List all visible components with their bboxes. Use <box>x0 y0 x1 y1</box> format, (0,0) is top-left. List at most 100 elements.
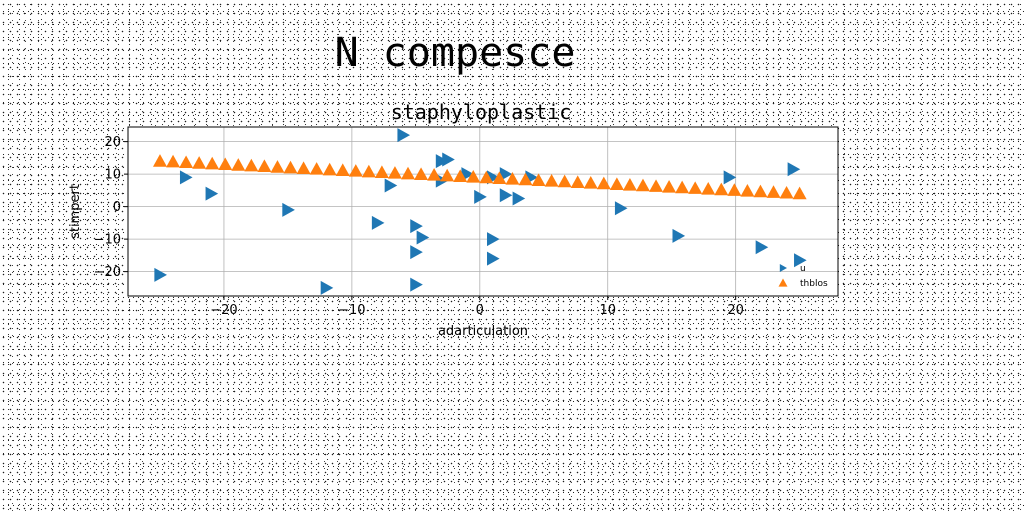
series-thblos-point <box>401 166 416 180</box>
axes-frame <box>127 126 839 297</box>
legend-marker-u <box>779 264 787 272</box>
series-thblos-point <box>427 168 442 181</box>
series-thblos-point <box>414 167 429 180</box>
series-thblos-point <box>609 177 624 190</box>
series-thblos-point <box>596 176 611 190</box>
legend: u thblos <box>778 264 828 289</box>
series-thblos-point <box>166 154 181 168</box>
legend-label-u: u <box>800 264 806 274</box>
series-thblos-point <box>374 165 389 179</box>
figure-suptitle: N compesce <box>334 30 576 76</box>
series-u-point <box>499 167 513 182</box>
series-thblos-point <box>635 178 650 192</box>
series-u-point <box>486 232 500 247</box>
series-thblos-point <box>479 170 494 184</box>
series-u-point <box>442 152 455 167</box>
series-u-point <box>384 178 398 193</box>
y-tick-label: 20 <box>104 135 121 150</box>
series-thblos-point <box>544 174 559 187</box>
series-u-point <box>282 202 295 217</box>
series-u-point <box>416 230 430 245</box>
series-u-point <box>320 280 334 295</box>
series-thblos-point <box>531 173 546 186</box>
series-thblos-point <box>622 178 637 191</box>
series-thblos-point <box>583 176 598 189</box>
series-thblos-point <box>296 161 311 175</box>
series-thblos-point <box>753 184 768 198</box>
series-thblos-point <box>322 162 337 176</box>
y-axis-label: stimpert <box>68 184 83 239</box>
plot-background <box>128 127 838 296</box>
series-thblos-point <box>740 183 755 197</box>
series-thblos-point <box>466 170 481 183</box>
x-tick-label: −20 <box>210 303 237 318</box>
series-thblos-point <box>701 181 716 195</box>
series-u-point <box>474 189 487 204</box>
y-tick-label: 10 <box>104 168 121 183</box>
series-thblos-point <box>218 157 233 171</box>
series-u-point <box>787 162 801 177</box>
series-thblos-point <box>231 158 246 171</box>
series-thblos-point <box>714 182 729 196</box>
series-u-point <box>794 253 807 268</box>
series-u-point <box>410 245 423 260</box>
series-thblos-point <box>335 163 350 177</box>
series-thblos-point <box>662 179 677 193</box>
series-thblos-point <box>361 164 376 178</box>
series-thblos-point <box>192 156 207 169</box>
series-thblos-point <box>492 171 507 184</box>
x-tick-label: −10 <box>338 303 365 318</box>
series-thblos-point <box>688 181 703 194</box>
series-thblos-point <box>179 155 194 169</box>
series-thblos-point <box>779 185 794 199</box>
series-thblos-point <box>649 179 664 192</box>
series-thblos-point <box>205 156 220 170</box>
series-u-point <box>205 186 219 201</box>
legend-marker-thblos <box>778 278 788 287</box>
series-u-point <box>371 215 385 230</box>
series-thblos-point <box>727 183 742 196</box>
series-thblos-point <box>152 154 167 167</box>
series-u-point <box>179 170 193 185</box>
series-thblos-point <box>283 160 298 174</box>
series-thblos-point <box>557 174 572 188</box>
series-u-point <box>614 201 628 216</box>
data-marks <box>152 128 807 295</box>
series-thblos-point <box>244 158 259 172</box>
series-u-point <box>435 154 449 169</box>
series-thblos-point <box>348 164 363 177</box>
series-thblos-point <box>675 180 690 194</box>
series-thblos-point <box>766 185 781 198</box>
series-thblos-point <box>505 172 520 185</box>
y-tick-label: 0 <box>113 200 121 215</box>
series-u-point <box>154 267 167 282</box>
plot-area <box>128 127 838 296</box>
x-tick-label: 20 <box>727 303 744 318</box>
grid-lines <box>128 127 838 296</box>
series-thblos-point <box>570 175 585 188</box>
series-thblos-point <box>270 160 285 173</box>
series-u-point <box>410 277 423 292</box>
series-thblos-point <box>257 159 272 173</box>
x-tick-label: 0 <box>476 303 484 318</box>
series-u-point <box>499 188 513 203</box>
y-tick-label: −10 <box>94 233 121 248</box>
x-tick-label: 10 <box>599 303 616 318</box>
series-u-point <box>672 228 686 243</box>
axis-ticks: −20 −10 0 10 20 −20 −10 0 10 20 <box>94 135 744 318</box>
series-u-point <box>410 219 423 234</box>
series-u-point <box>512 191 526 206</box>
axes-border <box>127 126 839 297</box>
x-axis-label: adarticulation <box>438 324 528 339</box>
series-u-point <box>397 128 411 143</box>
series-thblos-point <box>387 166 402 179</box>
series-u-point <box>755 240 769 255</box>
series-thblos-point <box>792 186 807 200</box>
chart-title: staphyloplastic <box>391 100 572 124</box>
series-u-point <box>486 251 500 266</box>
legend-label-thblos: thblos <box>800 279 828 289</box>
series-thblos-point <box>518 172 533 186</box>
y-tick-label: −20 <box>94 265 121 280</box>
series-thblos-point <box>309 162 324 175</box>
